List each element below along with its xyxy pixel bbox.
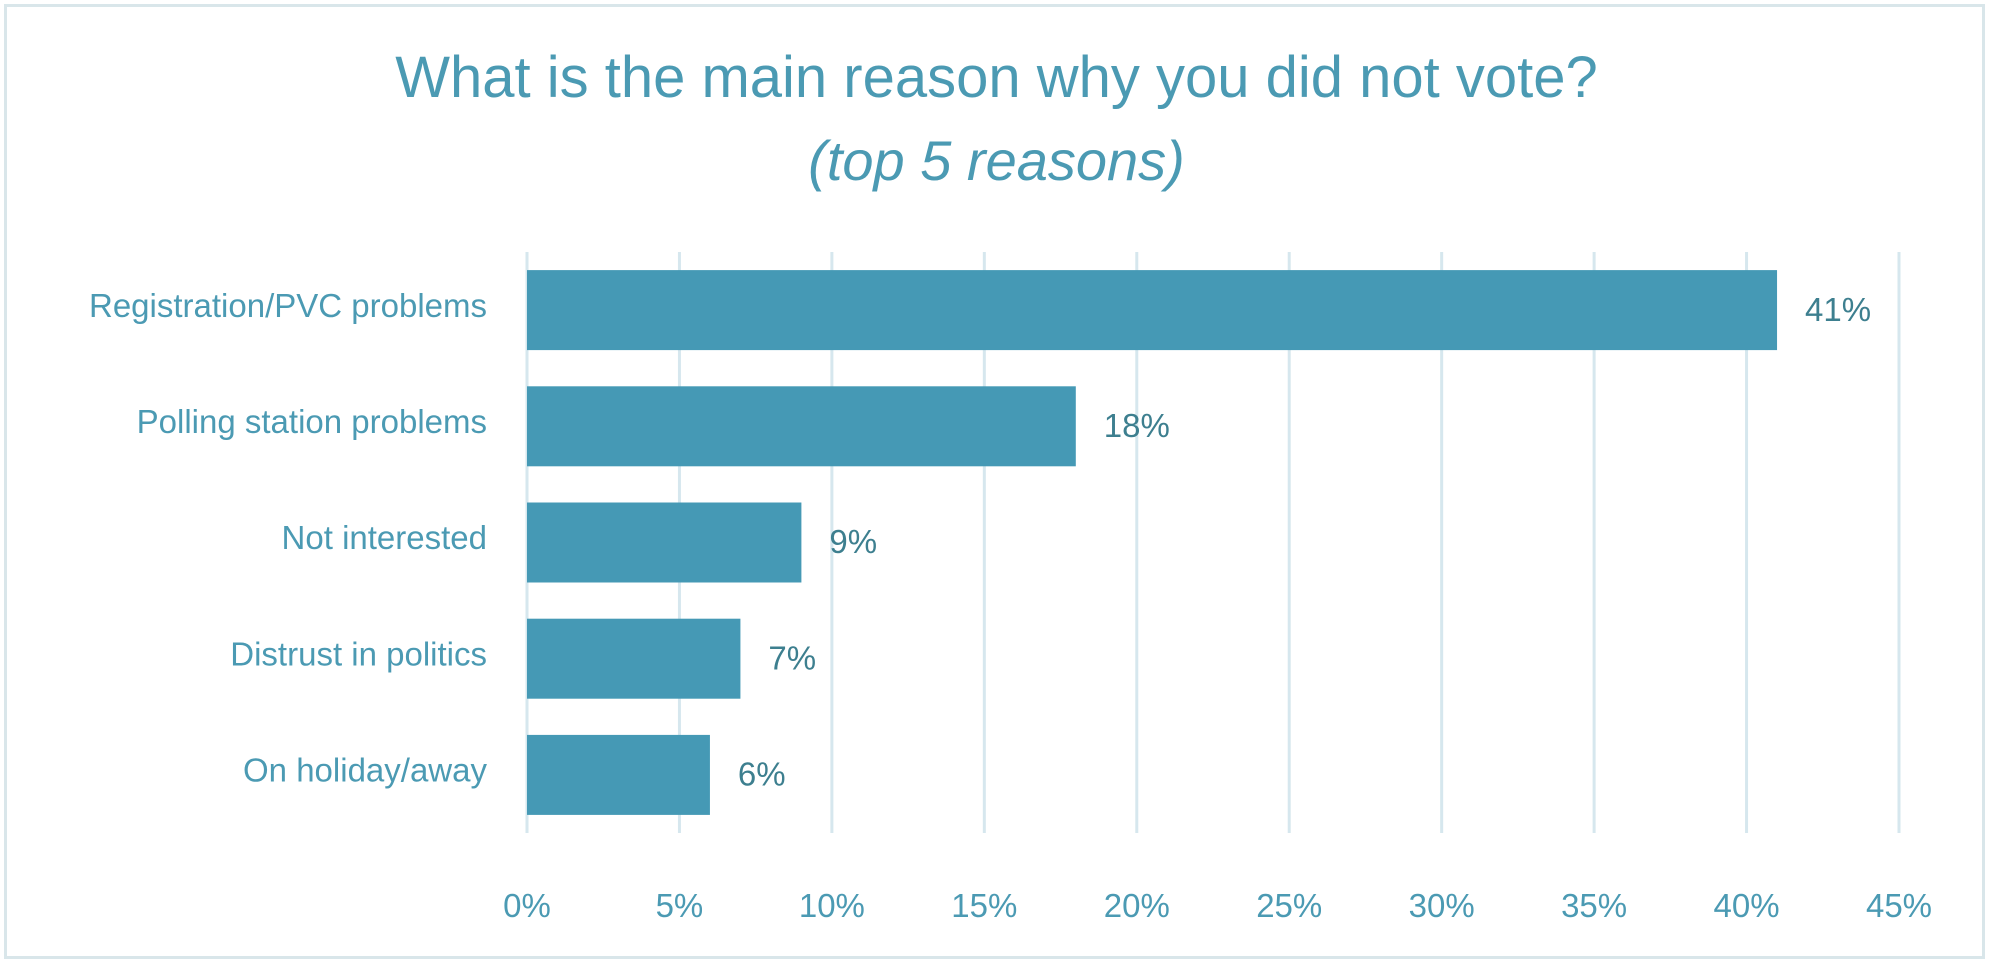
- x-tick-label: 40%: [1714, 887, 1780, 924]
- x-tick-label: 5%: [656, 887, 704, 924]
- x-tick-label: 0%: [503, 887, 551, 924]
- data-label: 9%: [829, 523, 877, 560]
- x-tick-label: 45%: [1866, 887, 1932, 924]
- category-labels: Registration/PVC problems Polling station…: [89, 287, 487, 789]
- x-tick-label: 35%: [1561, 887, 1627, 924]
- data-label: 7%: [768, 639, 816, 676]
- bars: [527, 270, 1778, 815]
- category-label: Registration/PVC problems: [89, 287, 487, 324]
- x-tick-label: 15%: [951, 887, 1017, 924]
- data-label: 18%: [1104, 407, 1170, 444]
- data-label: 41%: [1805, 291, 1871, 328]
- bar-2: [527, 386, 1076, 467]
- data-label: 6%: [738, 756, 786, 793]
- chart-subtitle: (top 5 reasons): [808, 129, 1185, 192]
- value-labels: 41% 18% 9% 7% 6%: [738, 291, 1871, 793]
- bar-4: [527, 618, 741, 699]
- chart-frame: [4, 4, 1985, 959]
- x-tick-label: 10%: [799, 887, 865, 924]
- bar-5: [527, 734, 710, 815]
- category-label: Distrust in politics: [230, 635, 487, 672]
- category-label: On holiday/away: [243, 752, 487, 789]
- bar-1: [527, 270, 1778, 351]
- bar-3: [527, 502, 802, 583]
- x-tick-label: 25%: [1256, 887, 1322, 924]
- x-tick-labels: 0% 5% 10% 15% 20% 25% 30% 35% 40% 45%: [503, 887, 1932, 924]
- x-tick-label: 20%: [1104, 887, 1170, 924]
- x-tick-label: 30%: [1409, 887, 1475, 924]
- category-label: Not interested: [282, 519, 487, 556]
- chart-title: What is the main reason why you did not …: [395, 45, 1598, 110]
- category-label: Polling station problems: [137, 403, 487, 440]
